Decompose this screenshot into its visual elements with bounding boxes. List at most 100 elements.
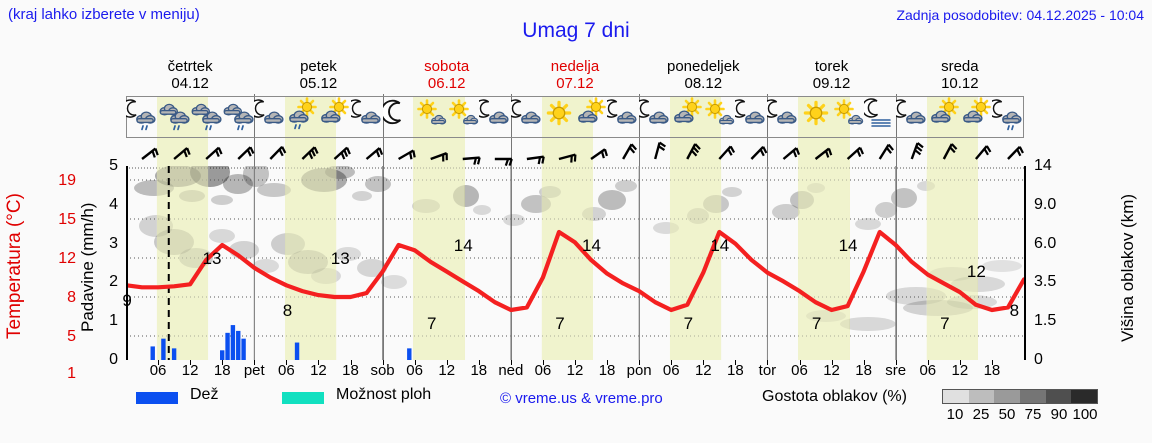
cloud-density-step-50 — [994, 390, 1021, 403]
temperature-tick-12: 12 — [58, 250, 76, 267]
x-tick-mark — [863, 360, 865, 365]
weather-icon-sun-cloud — [575, 96, 607, 138]
x-tick-mark — [927, 360, 929, 365]
x-tick-mark — [382, 360, 384, 365]
temperature-point-label: 7 — [427, 314, 437, 333]
day-header-2: sobota 06.12 — [383, 58, 511, 92]
x-tick-06-0: 06 — [149, 362, 167, 379]
x-tick-18-22: 18 — [855, 362, 872, 379]
temperature-point-label: 7 — [683, 314, 694, 333]
x-tick-18-2: 18 — [213, 362, 231, 379]
weather-icon-sun-smallcloud — [415, 96, 447, 138]
x-tick-mark — [222, 360, 224, 365]
x-tick-18-10: 18 — [470, 362, 488, 379]
day-header-4: ponedeljek 08.12 — [639, 58, 767, 92]
temperature-axis-title: Temperatura (°C) — [4, 193, 25, 339]
x-tick-mark — [254, 360, 256, 365]
x-tick-mark — [959, 360, 961, 365]
x-tick-mark — [350, 360, 352, 365]
cloud-density-step-90 — [1045, 390, 1072, 403]
x-tick-12-1: 12 — [181, 362, 199, 379]
weather-icon-cloud-cloud-rain — [158, 96, 190, 138]
rain-legend-swatch — [136, 392, 178, 404]
weather-icon-sun-cloud — [960, 96, 992, 138]
x-tick-pon-15: pon — [626, 362, 652, 379]
temperature-point-label: 8 — [1009, 301, 1020, 320]
temperature-point-label: 14 — [838, 236, 858, 255]
x-tick-mark — [767, 360, 769, 365]
day-name: sreda — [941, 58, 979, 75]
weather-icon-sun-cloud — [318, 96, 350, 138]
x-tick-12-9: 12 — [438, 362, 456, 379]
weather-icon-moon — [382, 96, 415, 138]
precipitation-tick-1: 1 — [109, 312, 118, 330]
temperature-tick-8: 8 — [67, 289, 76, 306]
temperature-point-label: 14 — [453, 236, 473, 255]
day-header-1: petek 05.12 — [254, 58, 382, 92]
temperature-tick-19: 19 — [58, 172, 76, 189]
weather-icon-sun — [800, 96, 832, 138]
cloud-density-tick-10: 10 — [946, 406, 964, 423]
day-date: 07.12 — [556, 75, 594, 92]
weather-icon-sun-cloud-rain — [286, 96, 318, 138]
cloud-density-step-75 — [1020, 390, 1046, 403]
temperature-point-label: 13 — [202, 249, 222, 268]
weather-icon-moon-cloud — [639, 96, 671, 138]
day-date: 09.12 — [812, 75, 851, 92]
x-tick-mark — [575, 360, 576, 365]
x-tick-sob-7: sob — [370, 362, 395, 379]
weather-icon-sun-smallcloud — [703, 96, 735, 138]
x-tick-18-26: 18 — [983, 362, 1001, 379]
x-tick-mark — [318, 360, 320, 365]
day-name: petek — [300, 58, 337, 75]
cloud-density-tick-75: 75 — [1024, 406, 1042, 423]
x-tick-pet-3: pet — [243, 362, 265, 379]
x-tick-mark — [703, 360, 705, 365]
x-tick-tor-19: tor — [758, 362, 777, 379]
temperature-point-label: 14 — [582, 236, 601, 255]
x-tick-mark — [158, 360, 160, 365]
cloud-height-tick-1.5: 1.5 — [1034, 312, 1057, 330]
x-tick-mark — [286, 360, 288, 365]
cloud-height-tick-3.5: 3.5 — [1034, 273, 1057, 291]
day-name: četrtek — [167, 58, 213, 75]
x-tick-12-5: 12 — [310, 362, 327, 379]
day-date: 10.12 — [941, 75, 979, 92]
weather-icon-sun — [543, 96, 575, 138]
plot-left-spine — [126, 166, 128, 360]
day-header-5: torek 09.12 — [767, 58, 895, 92]
copyright-link[interactable]: © vreme.us & vreme.pro — [500, 390, 663, 407]
day-date: 08.12 — [684, 75, 723, 92]
temperature-tick-5: 5 — [67, 328, 76, 345]
x-tick-mark — [831, 360, 833, 365]
weather-icon-cloud-cloud-rain — [222, 96, 254, 138]
weather-icon-sun-smallcloud — [832, 96, 864, 138]
x-tick-mark — [542, 360, 544, 365]
x-tick-mark — [190, 360, 192, 365]
x-tick-12-17: 12 — [694, 362, 712, 379]
x-tick-12-25: 12 — [951, 362, 969, 379]
showers-legend-swatch — [282, 392, 324, 404]
weather-icon-moon-cloud-rain — [991, 96, 1024, 138]
location-menu-note[interactable]: (kraj lahko izberete v meniju) — [8, 6, 200, 23]
weather-icon-moon-fog — [863, 96, 896, 138]
x-tick-mark — [639, 360, 641, 365]
x-tick-mark — [799, 360, 801, 365]
temperature-point-label: 7 — [555, 314, 565, 333]
x-tick-06-20: 06 — [791, 362, 808, 379]
cloud-density-tick-90: 90 — [1050, 406, 1068, 423]
x-tick-18-14: 18 — [598, 362, 616, 379]
day-name: torek — [814, 58, 849, 75]
weather-icon-cloud-cloud-rain — [190, 96, 222, 138]
day-name: sobota — [424, 58, 470, 75]
day-date: 06.12 — [427, 75, 466, 92]
day-header-0: četrtek 04.12 — [126, 58, 254, 92]
day-name: nedelja — [550, 58, 600, 75]
weather-icon-sun-cloud — [671, 96, 703, 138]
cloud-density-step-10 — [943, 390, 969, 403]
x-tick-06-12: 06 — [534, 362, 552, 379]
cloud-density-legend-title: Gostota oblakov (%) — [762, 388, 907, 405]
day-header-6: sreda 10.12 — [896, 58, 1024, 92]
temperature-point-label: 13 — [330, 249, 350, 268]
temperature-point-label: 7 — [940, 314, 950, 333]
